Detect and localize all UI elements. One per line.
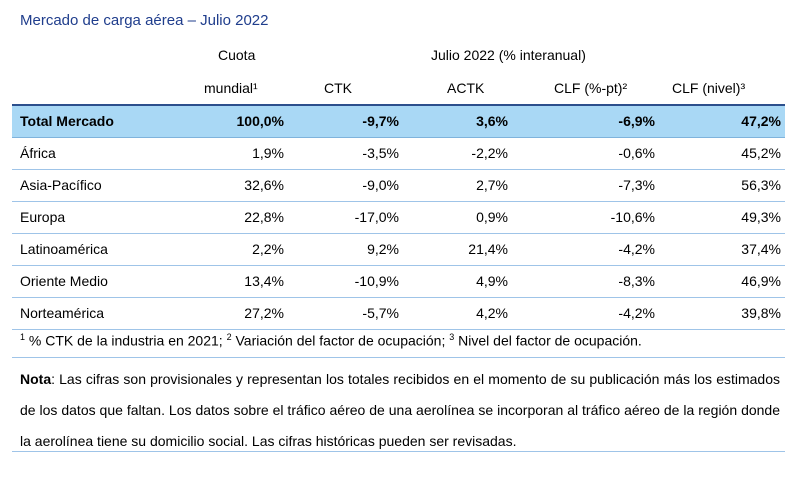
cell-actk: 4,2% [476,305,508,321]
footnote-marker-1: 1 [20,332,26,342]
cell-actk: 2,7% [476,177,508,193]
header-ctk: CTK [324,80,352,96]
data-table: Total Mercado 100,0% -9,7% 3,6% -6,9% 47… [12,104,785,330]
cell-actk: 21,4% [468,241,508,257]
footnotes: 1 % CTK de la industria en 2021; 2 Varia… [20,332,780,349]
cell-clf-pt: -10,6% [610,209,655,225]
table-row: Norteamérica 27,2% -5,7% 4,2% -4,2% 39,8… [12,298,785,330]
footnote-marker-3: 3 [449,332,455,342]
cell-ctk: -9,7% [362,113,399,129]
footnote-text-1: % CTK de la industria en 2021; [25,332,227,349]
row-name: Latinoamérica [20,241,108,257]
row-name: Asia-Pacífico [20,177,102,193]
cell-actk: 0,9% [476,209,508,225]
header-cuota-line1: Cuota [218,47,256,63]
cell-clf-nivel: 56,3% [741,177,781,193]
cell-clf-pt: -4,2% [618,241,655,257]
cell-cuota: 1,9% [252,145,284,161]
row-name: África [20,145,56,161]
cell-ctk: 9,2% [367,241,399,257]
footnote-marker-2: 2 [226,332,232,342]
row-name: Oriente Medio [20,273,108,289]
divider [12,357,785,358]
header-clf-pt: CLF (%-pt)² [554,80,628,96]
header-actk: ACTK [447,80,485,96]
cell-actk: 4,9% [476,273,508,289]
divider [12,451,785,452]
cell-actk: 3,6% [476,113,508,129]
header-cuota-line2: mundial¹ [204,80,258,96]
cell-clf-nivel: 47,2% [741,113,781,129]
cell-cuota: 32,6% [244,177,284,193]
cell-clf-pt: -8,3% [618,273,655,289]
note-paragraph: Nota: Las cifras son provisionales y rep… [20,364,780,457]
note-label: Nota [20,371,52,387]
cell-ctk: -9,0% [362,177,399,193]
cell-clf-pt: -6,9% [618,113,655,129]
table-row: Oriente Medio 13,4% -10,9% 4,9% -8,3% 46… [12,266,785,298]
table-row: Latinoamérica 2,2% 9,2% 21,4% -4,2% 37,4… [12,234,785,266]
cell-ctk: -3,5% [362,145,399,161]
cell-cuota: 100,0% [236,113,284,129]
table-row-total: Total Mercado 100,0% -9,7% 3,6% -6,9% 47… [12,104,785,138]
row-name: Europa [20,209,66,225]
cell-clf-nivel: 39,8% [741,305,781,321]
header-clf-nivel: CLF (nivel)³ [672,80,746,96]
cell-clf-pt: -4,2% [618,305,655,321]
table-row: Europa 22,8% -17,0% 0,9% -10,6% 49,3% [12,202,785,234]
cell-ctk: -10,9% [354,273,399,289]
cell-clf-nivel: 45,2% [741,145,781,161]
cell-clf-nivel: 46,9% [741,273,781,289]
row-name: Total Mercado [20,113,114,129]
cell-actk: -2,2% [471,145,508,161]
cell-clf-pt: -0,6% [618,145,655,161]
cell-ctk: -17,0% [354,209,399,225]
table-title: Mercado de carga aérea – Julio 2022 [20,12,269,29]
table-row: África 1,9% -3,5% -2,2% -0,6% 45,2% [12,138,785,170]
cell-cuota: 13,4% [244,273,284,289]
cell-cuota: 2,2% [252,241,284,257]
header-period: Julio 2022 (% interanual) [431,47,586,63]
table-row: Asia-Pacífico 32,6% -9,0% 2,7% -7,3% 56,… [12,170,785,202]
cell-cuota: 22,8% [244,209,284,225]
cell-cuota: 27,2% [244,305,284,321]
cell-clf-nivel: 37,4% [741,241,781,257]
cell-ctk: -5,7% [362,305,399,321]
row-name: Norteamérica [20,305,105,321]
cell-clf-pt: -7,3% [618,177,655,193]
cell-clf-nivel: 49,3% [741,209,781,225]
footnote-text-2: Variación del factor de ocupación; [231,332,450,349]
note-text: : Las cifras son provisionales y represe… [20,371,780,449]
footnote-text-3: Nivel del factor de ocupación. [454,332,642,349]
